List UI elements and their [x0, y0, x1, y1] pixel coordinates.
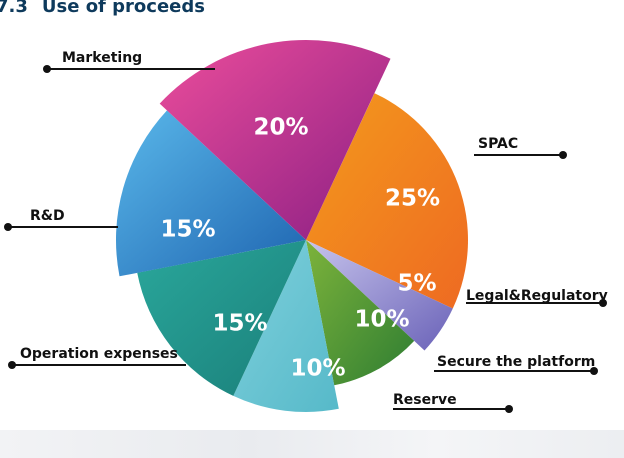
- slice-value-legal-and-regulatory: 5%: [397, 271, 436, 297]
- callout-label-legal-and-regulatory: Legal&Regulatory: [466, 288, 608, 304]
- callout-dot-r-and-d: [4, 223, 12, 231]
- callout-dot-legal-and-regulatory: [599, 299, 607, 307]
- slice-value-operation-expenses: 15%: [212, 311, 267, 337]
- callout-label-marketing: Marketing: [62, 50, 142, 66]
- slice-value-r-and-d: 15%: [160, 217, 215, 243]
- section-title: Use of proceeds: [41, 0, 205, 17]
- callout-dot-secure-the-platform: [590, 367, 598, 375]
- pie-slice-operation-expenses: [137, 240, 306, 396]
- pie-slice-r-and-d: [115, 110, 306, 277]
- callout-dot-spac: [559, 151, 567, 159]
- section-heading: 7.3 Use of proceeds: [0, 0, 205, 26]
- callout-dot-operation-expenses: [8, 361, 16, 369]
- callout-label-r-and-d: R&D: [30, 208, 65, 224]
- slice-value-spac: 25%: [385, 186, 440, 212]
- pie-slice-spac: [306, 93, 468, 309]
- pie-slice-secure-the-platform: [306, 240, 415, 386]
- slice-value-secure-the-platform: 10%: [354, 307, 409, 333]
- callout-label-reserve: Reserve: [393, 392, 457, 408]
- slice-value-marketing: 20%: [253, 115, 308, 141]
- bottom-band: [0, 430, 624, 458]
- slice-value-reserve: 10%: [290, 356, 345, 382]
- callout-label-secure-the-platform: Secure the platform: [437, 354, 595, 370]
- section-number: 7.3: [0, 0, 28, 17]
- callout-dot-reserve: [505, 405, 513, 413]
- callout-dot-marketing: [43, 65, 51, 73]
- callout-label-operation-expenses: Operation expenses: [20, 346, 178, 362]
- callout-label-spac: SPAC: [478, 136, 518, 152]
- pie-slice-reserve: [233, 240, 339, 412]
- pie-slice-marketing: [159, 39, 391, 240]
- pie-slice-legal-and-regulatory: [306, 240, 453, 351]
